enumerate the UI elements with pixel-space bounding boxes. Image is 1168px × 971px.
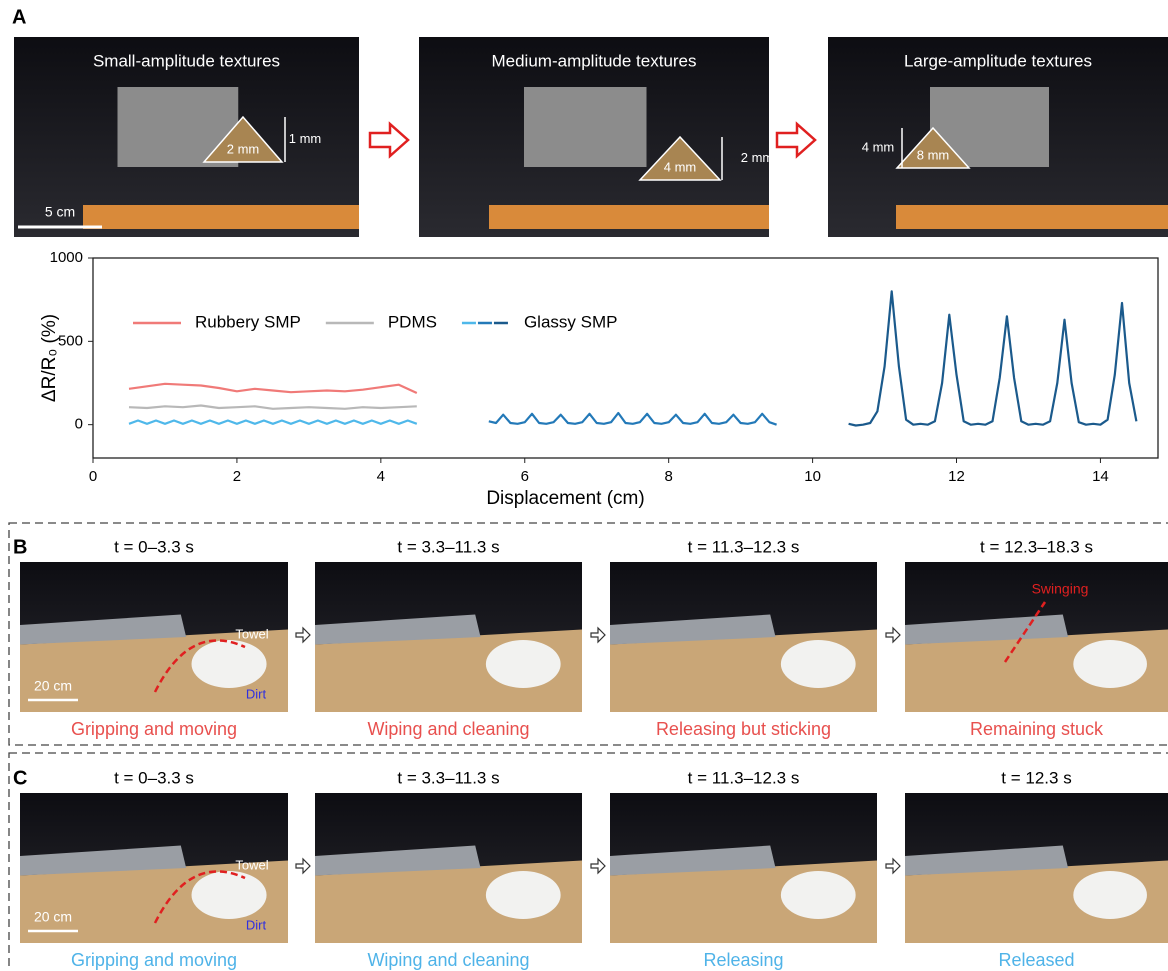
data-line <box>129 421 417 424</box>
texture-width: 2 mm <box>227 141 260 156</box>
frame-time: t = 0–3.3 s <box>114 537 194 556</box>
photo-title: Large-amplitude textures <box>904 51 1092 70</box>
plate <box>781 640 856 688</box>
scale-bar-label: 5 cm <box>45 204 75 220</box>
step-arrow <box>886 859 900 873</box>
figure: A Small-amplitude textures 2 mm 1 mm Medium-… <box>0 0 1168 971</box>
robot-hand <box>524 87 647 167</box>
panel-label: A <box>12 6 26 28</box>
plate <box>1073 871 1147 919</box>
frame-caption: Gripping and moving <box>71 719 237 739</box>
x-tick-label: 10 <box>804 468 821 485</box>
scale-bar-label: 20 cm <box>34 909 72 925</box>
y-tick-label: 0 <box>75 416 83 433</box>
frame-caption: Remaining stuck <box>970 719 1104 739</box>
texture-height: 2 mm <box>741 150 774 165</box>
data-line <box>129 406 417 409</box>
texture-height: 1 mm <box>289 131 322 146</box>
photo <box>315 793 582 943</box>
frame-caption: Wiping and cleaning <box>367 950 529 970</box>
x-tick-label: 12 <box>948 468 965 485</box>
frame-time: t = 3.3–11.3 s <box>397 768 499 787</box>
x-tick-label: 8 <box>665 468 673 485</box>
photo <box>610 562 877 712</box>
frame-caption: Released <box>998 950 1074 970</box>
texture-bar <box>489 205 769 229</box>
y-tick-label: 1000 <box>50 249 83 266</box>
x-tick-label: 2 <box>233 468 241 485</box>
step-arrow <box>886 628 900 642</box>
x-axis-label: Displacement (cm) <box>486 488 644 509</box>
frame-time: t = 12.3–18.3 s <box>980 537 1093 556</box>
texture-height: 4 mm <box>862 139 895 154</box>
note-towel: Towel <box>235 626 268 641</box>
scale-bar-label: 20 cm <box>34 678 72 694</box>
frame-caption: Wiping and cleaning <box>367 719 529 739</box>
texture-bar <box>896 205 1168 229</box>
y-tick-label: 500 <box>58 332 83 349</box>
x-tick-label: 6 <box>521 468 529 485</box>
frame-time: t = 11.3–12.3 s <box>688 537 800 556</box>
plate <box>1073 640 1147 688</box>
data-line <box>489 413 777 425</box>
frame-caption: Gripping and moving <box>71 950 237 970</box>
frame-caption: Releasing but sticking <box>656 719 831 739</box>
plate <box>486 871 561 919</box>
step-arrow <box>296 859 310 873</box>
y-axis-label: ΔR/R₀ (%) <box>39 314 60 402</box>
plate <box>192 871 267 919</box>
photo-title: Medium-amplitude textures <box>491 51 696 70</box>
x-tick-label: 0 <box>89 468 97 485</box>
legend-label: Glassy SMP <box>524 312 618 331</box>
plate <box>486 640 561 688</box>
texture-width: 4 mm <box>664 159 697 174</box>
panel-label: C <box>13 767 27 789</box>
plot-frame <box>93 258 1158 458</box>
photo <box>905 793 1168 943</box>
x-tick-label: 4 <box>377 468 385 485</box>
step-arrow <box>591 628 605 642</box>
step-arrow <box>296 628 310 642</box>
frame-caption: Releasing <box>703 950 783 970</box>
photo <box>610 793 877 943</box>
panel-label: B <box>13 536 27 558</box>
frame-time: t = 12.3 s <box>1001 768 1071 787</box>
frame-time: t = 0–3.3 s <box>114 768 194 787</box>
legend-label: PDMS <box>388 312 437 331</box>
plate <box>781 871 856 919</box>
frame-time: t = 3.3–11.3 s <box>397 537 499 556</box>
note-towel: Towel <box>235 857 268 872</box>
frame-time: t = 11.3–12.3 s <box>688 768 800 787</box>
photo-title: Small-amplitude textures <box>93 51 280 70</box>
step-arrow <box>591 859 605 873</box>
note-dirt: Dirt <box>246 686 267 701</box>
data-line <box>849 291 1137 425</box>
legend-label: Rubbery SMP <box>195 312 301 331</box>
texture-bar <box>83 205 359 229</box>
plate <box>192 640 267 688</box>
texture-width: 8 mm <box>917 147 950 162</box>
photo <box>315 562 582 712</box>
data-line <box>129 384 417 393</box>
note-swinging: Swinging <box>1032 581 1089 597</box>
x-tick-label: 14 <box>1092 468 1109 485</box>
note-dirt: Dirt <box>246 917 267 932</box>
